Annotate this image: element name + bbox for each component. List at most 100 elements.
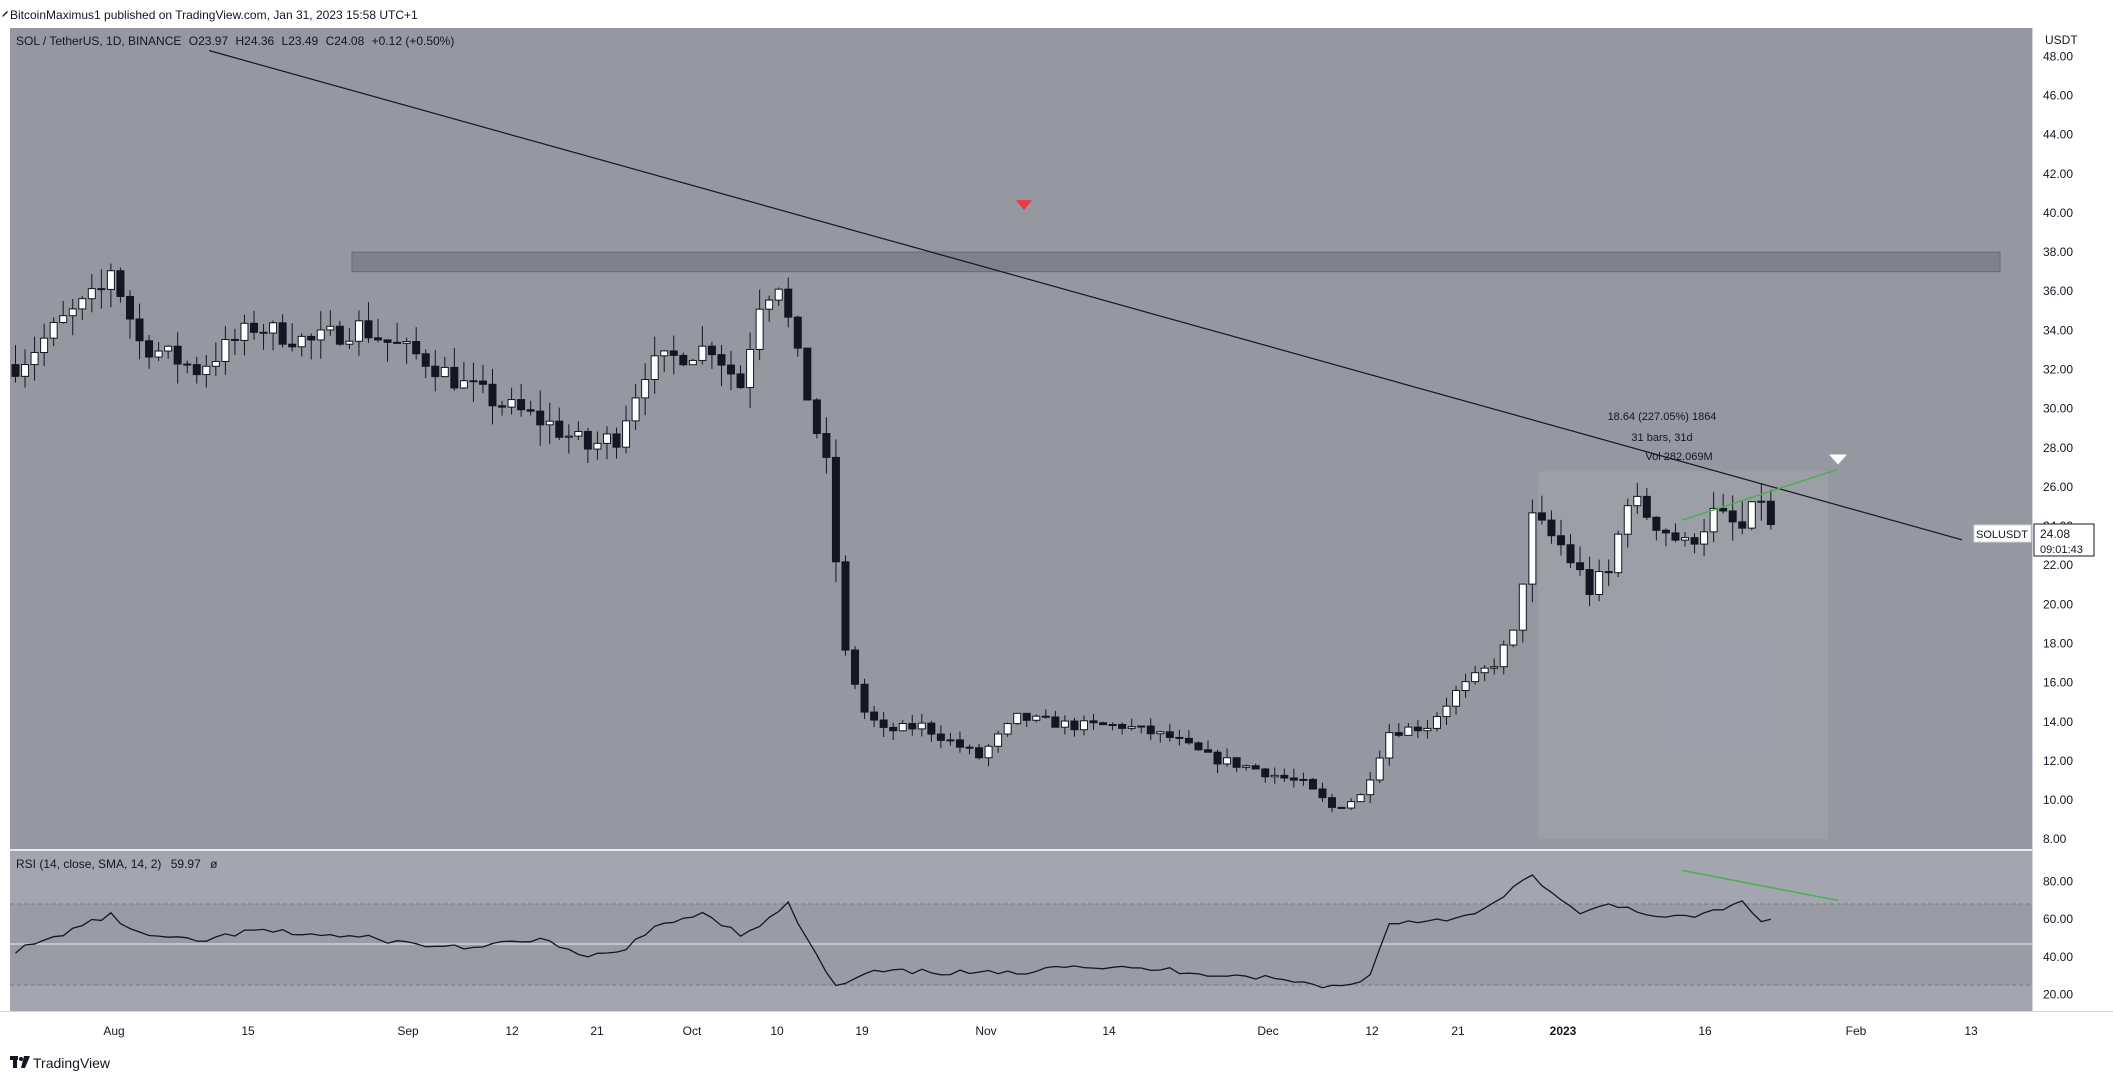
price-chart[interactable]: USDT 48.00 46.00 44.00 42.00 40.00 38.00 36.00… xyxy=(0,0,2113,1048)
candle-body-down xyxy=(841,561,850,651)
time-tick-label: 12 xyxy=(1365,1024,1379,1038)
candle xyxy=(889,722,898,741)
candle-body-up xyxy=(1471,672,1480,683)
candle-body-up xyxy=(1356,794,1365,803)
candle xyxy=(1633,482,1642,514)
candle-body-down xyxy=(450,366,459,389)
candle xyxy=(879,711,888,738)
candle-body-down xyxy=(478,380,487,385)
time-tick-label: 19 xyxy=(855,1024,869,1038)
candle xyxy=(97,269,106,309)
candle xyxy=(1442,697,1451,726)
candle-body-up xyxy=(1404,726,1413,736)
candle xyxy=(1108,722,1117,731)
candle-body-up xyxy=(1366,779,1375,796)
candle-body-down xyxy=(1604,571,1613,574)
candle xyxy=(1547,510,1556,544)
candle-body-up xyxy=(1137,725,1146,728)
last-price-tag xyxy=(2033,523,2095,557)
candle xyxy=(1537,495,1546,525)
candle-body-up xyxy=(1108,723,1117,726)
candle xyxy=(1299,772,1308,786)
candle xyxy=(183,360,192,374)
candle-body-down xyxy=(612,433,621,448)
candle-body-up xyxy=(1623,505,1632,535)
candle xyxy=(975,743,984,760)
price-tick-label: 8.00 xyxy=(2043,832,2067,846)
candle xyxy=(898,720,907,732)
candle xyxy=(1623,498,1632,548)
low-value: 23.49 xyxy=(288,34,318,48)
candle xyxy=(1452,685,1461,715)
candle xyxy=(1585,556,1594,607)
measure-box[interactable] xyxy=(1538,471,1828,840)
candle-body-up xyxy=(21,364,30,377)
candle-body-up xyxy=(1518,583,1527,631)
price-tick-label: 38.00 xyxy=(2043,245,2073,259)
candle xyxy=(259,324,268,350)
price-axis[interactable] xyxy=(2033,28,2113,1011)
candle xyxy=(1681,531,1689,547)
candle-body-up xyxy=(774,288,783,301)
candle xyxy=(936,725,945,749)
candle xyxy=(870,705,879,728)
candle-body-up xyxy=(641,378,650,399)
time-tick-label: Feb xyxy=(1846,1024,1867,1038)
rsi-tick-label: 20.00 xyxy=(2043,987,2073,1001)
candle-body-up xyxy=(507,399,516,408)
candle-body-down xyxy=(116,270,125,297)
price-tick-label: 26.00 xyxy=(2043,480,2073,494)
candle xyxy=(412,327,421,360)
price-tick-label: 10.00 xyxy=(2043,793,2073,807)
candle-body-down xyxy=(1413,726,1422,732)
time-tick-label: 13 xyxy=(1964,1024,1978,1038)
candle xyxy=(402,337,411,364)
rsi-divergence-line[interactable] xyxy=(1681,869,1839,902)
tradingview-logo-icon[interactable] xyxy=(10,1055,30,1069)
candle xyxy=(316,311,325,359)
candle xyxy=(793,315,802,357)
time-axis[interactable] xyxy=(0,1012,2033,1048)
price-pane-background xyxy=(10,28,2032,849)
candle-body-up xyxy=(1480,667,1489,674)
candle-body-up xyxy=(1013,712,1022,725)
candle xyxy=(192,356,201,384)
price-divergence-line[interactable] xyxy=(1681,468,1839,521)
descending-trendline[interactable] xyxy=(208,49,1963,541)
candle-body-down xyxy=(1232,757,1241,768)
candle xyxy=(1375,750,1384,784)
measure-label-3: Vol 282.069M xyxy=(1645,451,1712,463)
candle xyxy=(1041,709,1050,719)
candle xyxy=(154,342,163,362)
candle-body-down xyxy=(364,320,373,339)
price-axis-ticks: 48.00 46.00 44.00 42.00 40.00 38.00 36.00 34.00… xyxy=(2043,49,2073,846)
candle xyxy=(498,400,507,416)
candle-body-down xyxy=(498,405,507,408)
close-value: 24.08 xyxy=(334,34,364,48)
time-tick-label: 21 xyxy=(590,1024,604,1038)
candle xyxy=(1232,757,1241,772)
candle-body-up xyxy=(755,308,764,350)
candle xyxy=(1509,629,1518,648)
candle xyxy=(536,390,545,446)
candle-body-down xyxy=(469,380,478,383)
candle-body-down xyxy=(803,347,812,401)
candle xyxy=(774,287,783,306)
candle xyxy=(269,320,278,351)
tradingview-brand[interactable]: TradingView xyxy=(33,1055,111,1071)
candle xyxy=(803,347,812,401)
candle-body-down xyxy=(1213,751,1222,765)
candle xyxy=(1614,530,1623,578)
publisher-pen-icon xyxy=(2,11,8,17)
candle-body-down xyxy=(259,331,268,334)
candle-body-down xyxy=(1184,737,1193,744)
candle xyxy=(822,417,831,474)
candle-body-down xyxy=(1719,507,1728,512)
candle xyxy=(507,387,516,415)
candle-body-down xyxy=(1051,716,1060,728)
candle xyxy=(364,302,373,343)
candle xyxy=(1337,806,1346,809)
candle xyxy=(1251,763,1260,770)
candle-body-down xyxy=(1328,797,1337,808)
resistance-zone[interactable] xyxy=(351,251,2001,273)
